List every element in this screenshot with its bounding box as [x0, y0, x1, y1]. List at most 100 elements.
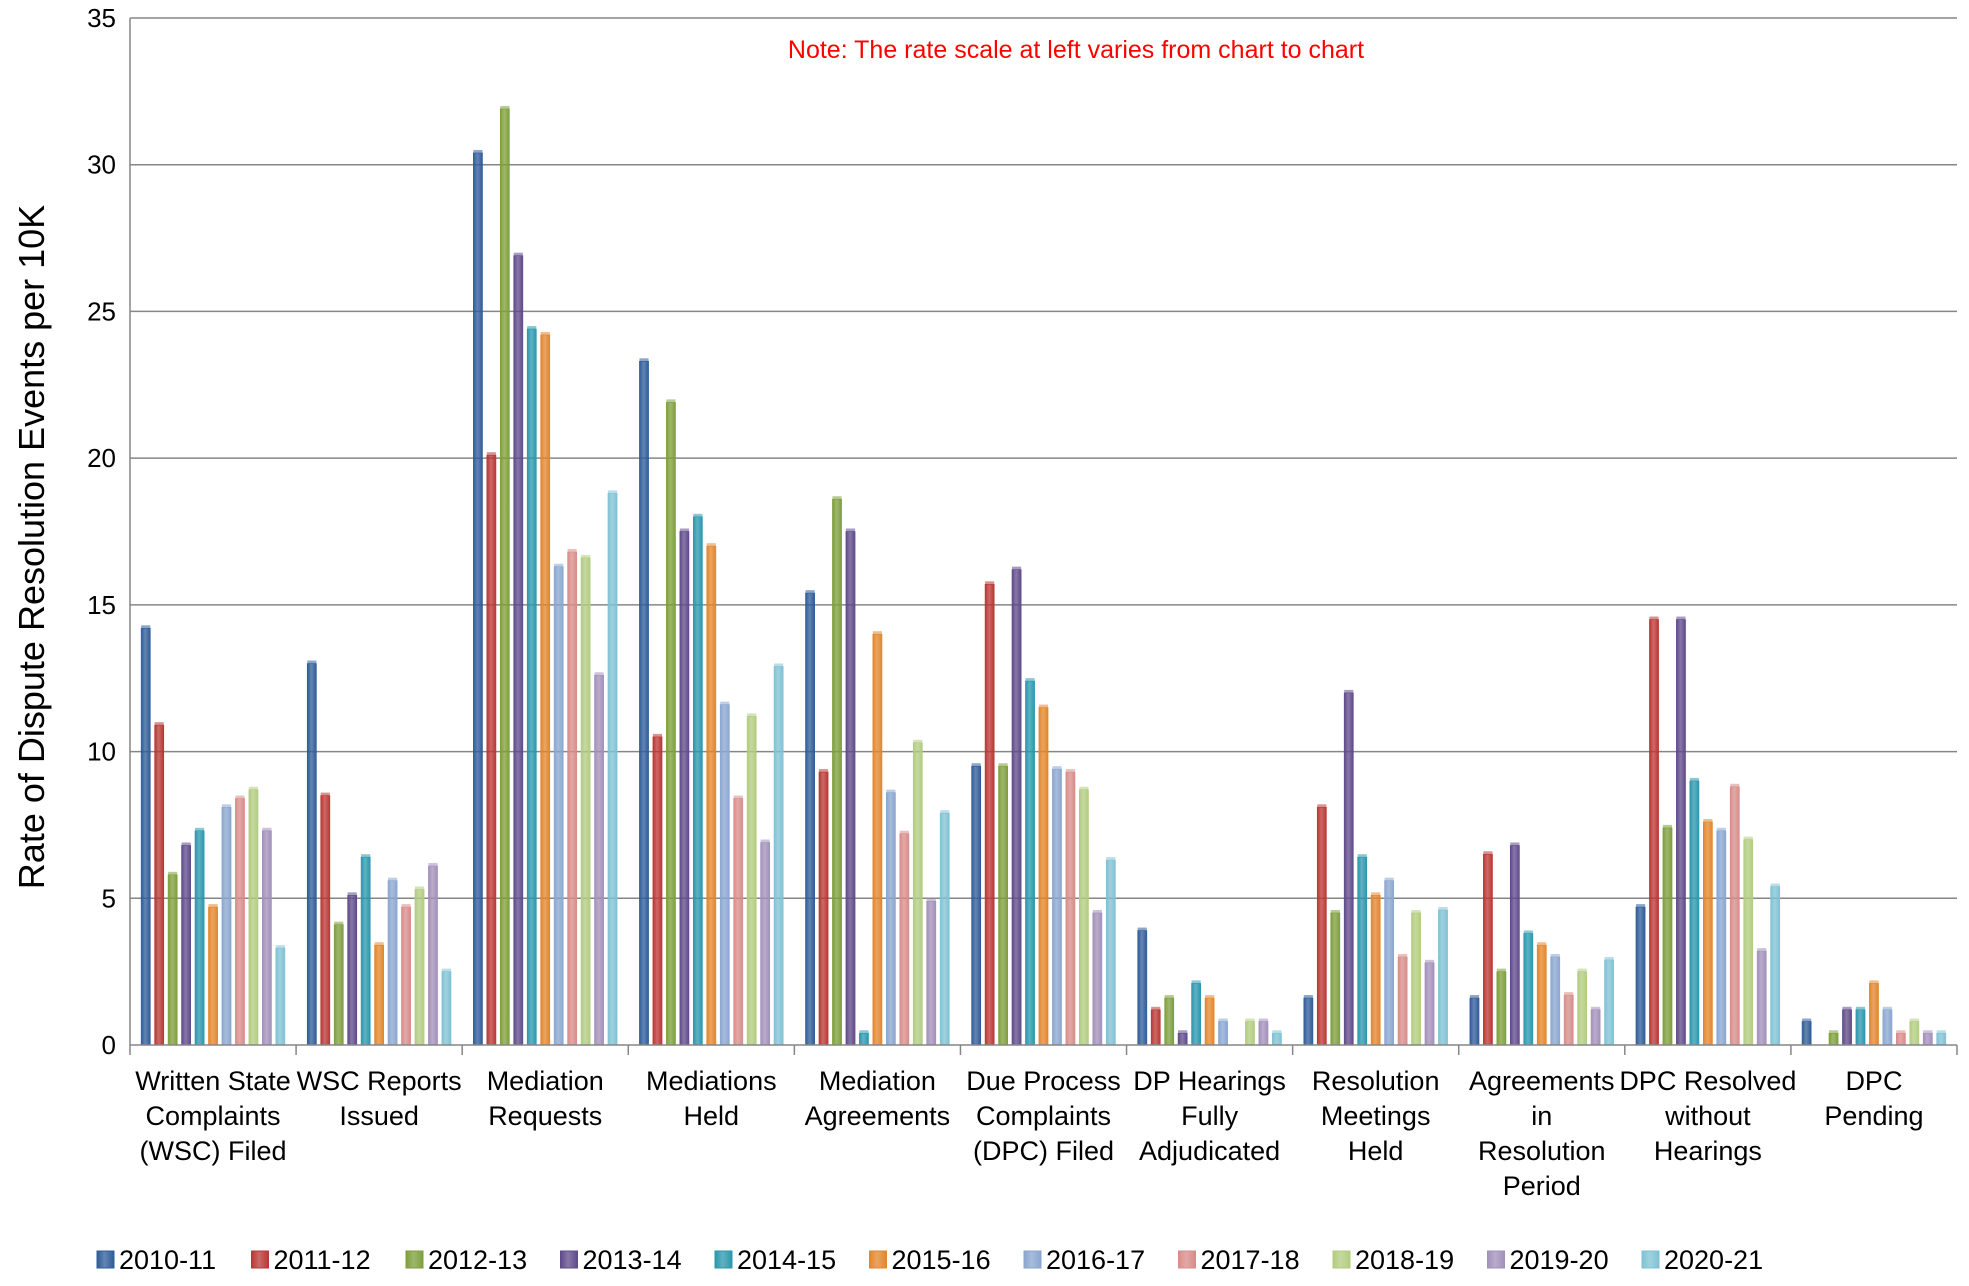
bar-2020-21 — [1770, 886, 1781, 1046]
bar-2013-14 — [1676, 619, 1686, 1046]
bar-cap — [1577, 968, 1587, 972]
x-category-label: Due Process Complaints (DPC) Filed — [966, 1066, 1121, 1166]
bar-cap — [1151, 1006, 1161, 1010]
bar-cap — [720, 701, 730, 705]
bar-cap — [1564, 992, 1574, 996]
bar-cap — [1469, 995, 1480, 999]
bar-cap — [1882, 1006, 1892, 1010]
y-tick-labels: 0 5 10 15 20 25 30 35 — [87, 3, 116, 1060]
bar-2017-18 — [1896, 1032, 1906, 1046]
bar-cap — [1137, 927, 1147, 931]
bar-2014-15 — [360, 856, 371, 1046]
bar-2013-14 — [1509, 845, 1520, 1046]
bar-cap — [208, 904, 218, 908]
bar-2016-17 — [221, 807, 232, 1046]
bar-cap — [1303, 995, 1313, 999]
y-tick-label: 10 — [87, 737, 116, 767]
legend-label: 2014-15 — [737, 1245, 836, 1275]
bar-2016-17 — [1052, 768, 1062, 1046]
bar-cap — [1743, 836, 1753, 840]
bar-cap — [652, 733, 663, 737]
bar-cap — [334, 921, 344, 925]
bar-2017-18 — [899, 833, 910, 1046]
bar-cap — [181, 842, 191, 846]
bar-2010-11 — [473, 152, 483, 1046]
bar-cap — [473, 149, 483, 153]
bar-2011-12 — [652, 736, 663, 1046]
bar-2019-20 — [1424, 962, 1435, 1046]
bar-2014-15 — [526, 328, 537, 1046]
bar-cap — [195, 827, 205, 831]
bar-cap — [1757, 948, 1767, 952]
bar-cap — [1258, 1018, 1269, 1022]
bar-cap — [1896, 1030, 1906, 1034]
bar-2014-15 — [859, 1032, 869, 1046]
bar-2012-13 — [998, 765, 1008, 1046]
bar-cap — [307, 660, 317, 664]
bar-cap — [607, 490, 618, 494]
bar-2016-17 — [1218, 1021, 1228, 1046]
legend-label: 2013-14 — [583, 1245, 682, 1275]
bar-2013-14 — [679, 531, 690, 1046]
legend: 2010-11 2011-12 2012-13 2013-14 2014-15 2015-… — [96, 1245, 1763, 1275]
bar-2012-13 — [666, 402, 676, 1046]
y-tick-label: 35 — [87, 3, 116, 33]
bar-2012-13 — [333, 924, 344, 1046]
bar-cap — [1205, 995, 1215, 999]
bar-2012-13 — [1828, 1032, 1839, 1046]
bar-2010-11 — [639, 361, 649, 1046]
bar-cap — [1065, 769, 1075, 773]
legend-label: 2016-17 — [1046, 1245, 1145, 1275]
bar-cap — [1604, 956, 1614, 960]
bar-2013-14 — [1343, 692, 1354, 1046]
bar-cap — [998, 763, 1008, 767]
bar-cap — [540, 331, 550, 335]
bar-cap — [1842, 1006, 1852, 1010]
bar-cap — [347, 892, 357, 896]
bar-2019-20 — [262, 830, 272, 1046]
bar-2020-21 — [441, 971, 452, 1046]
bar-2010-11 — [971, 765, 982, 1046]
legend-swatch-2013-14 — [560, 1250, 578, 1269]
bar-2010-11 — [805, 592, 815, 1046]
bar-2018-19 — [912, 742, 923, 1046]
bar-2012-13 — [832, 498, 842, 1046]
y-tick-label: 25 — [87, 296, 116, 326]
bar-2017-18 — [401, 906, 411, 1046]
bar-cap — [1038, 704, 1049, 708]
bar-cap — [1371, 892, 1381, 896]
bar-2019-20 — [926, 900, 937, 1046]
bar-cap — [1716, 827, 1726, 831]
bar-cap — [818, 769, 829, 773]
bar-2016-17 — [387, 880, 398, 1046]
legend-swatch-2020-21 — [1641, 1250, 1660, 1269]
bar-2018-19 — [1577, 971, 1588, 1046]
bar-cap — [1025, 678, 1035, 682]
bar-cap — [693, 513, 703, 517]
bar-cap — [832, 496, 842, 500]
bar-2013-14 — [347, 895, 358, 1046]
bar-cap — [1855, 1006, 1866, 1010]
bar-cap — [1384, 877, 1394, 881]
bar-cap — [985, 581, 995, 585]
bar-cap — [1344, 689, 1354, 693]
bar-2017-18 — [1563, 994, 1574, 1046]
bar-cap — [1483, 851, 1493, 855]
bar-2013-14 — [513, 255, 524, 1046]
bar-cap — [320, 792, 330, 796]
bar-2015-16 — [872, 633, 883, 1046]
bar-2017-18 — [567, 551, 578, 1046]
bar-cap — [1676, 616, 1686, 620]
bar-2015-16 — [1869, 983, 1879, 1046]
legend-label: 2015-16 — [892, 1245, 991, 1275]
bar-2016-17 — [1384, 880, 1395, 1046]
bar-2011-12 — [984, 584, 995, 1046]
bar-cap — [262, 827, 272, 831]
bar-cap — [1272, 1030, 1282, 1034]
bar-2019-20 — [1590, 1009, 1601, 1046]
legend-swatch-2016-17 — [1023, 1250, 1042, 1269]
bar-cap — [679, 528, 689, 532]
bar-2020-21 — [773, 666, 784, 1046]
bar-cap — [486, 452, 496, 456]
